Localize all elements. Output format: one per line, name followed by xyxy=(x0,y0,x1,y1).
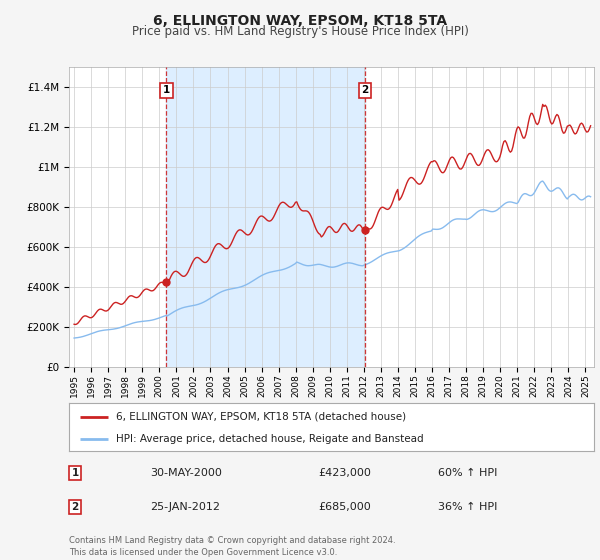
Text: Contains HM Land Registry data © Crown copyright and database right 2024.: Contains HM Land Registry data © Crown c… xyxy=(69,536,395,545)
Text: HPI: Average price, detached house, Reigate and Banstead: HPI: Average price, detached house, Reig… xyxy=(116,434,424,444)
Text: 1: 1 xyxy=(163,85,170,95)
Text: 2: 2 xyxy=(362,85,369,95)
Text: 36% ↑ HPI: 36% ↑ HPI xyxy=(438,502,497,512)
Text: £423,000: £423,000 xyxy=(318,468,371,478)
Text: 1: 1 xyxy=(71,468,79,478)
Text: 30-MAY-2000: 30-MAY-2000 xyxy=(150,468,222,478)
Text: 2: 2 xyxy=(71,502,79,512)
Text: 6, ELLINGTON WAY, EPSOM, KT18 5TA (detached house): 6, ELLINGTON WAY, EPSOM, KT18 5TA (detac… xyxy=(116,412,406,422)
Text: 6, ELLINGTON WAY, EPSOM, KT18 5TA: 6, ELLINGTON WAY, EPSOM, KT18 5TA xyxy=(153,14,447,28)
Text: This data is licensed under the Open Government Licence v3.0.: This data is licensed under the Open Gov… xyxy=(69,548,337,557)
Text: 25-JAN-2012: 25-JAN-2012 xyxy=(150,502,220,512)
Text: 60% ↑ HPI: 60% ↑ HPI xyxy=(438,468,497,478)
Text: Price paid vs. HM Land Registry's House Price Index (HPI): Price paid vs. HM Land Registry's House … xyxy=(131,25,469,38)
Bar xyxy=(166,67,365,367)
Text: £685,000: £685,000 xyxy=(318,502,371,512)
